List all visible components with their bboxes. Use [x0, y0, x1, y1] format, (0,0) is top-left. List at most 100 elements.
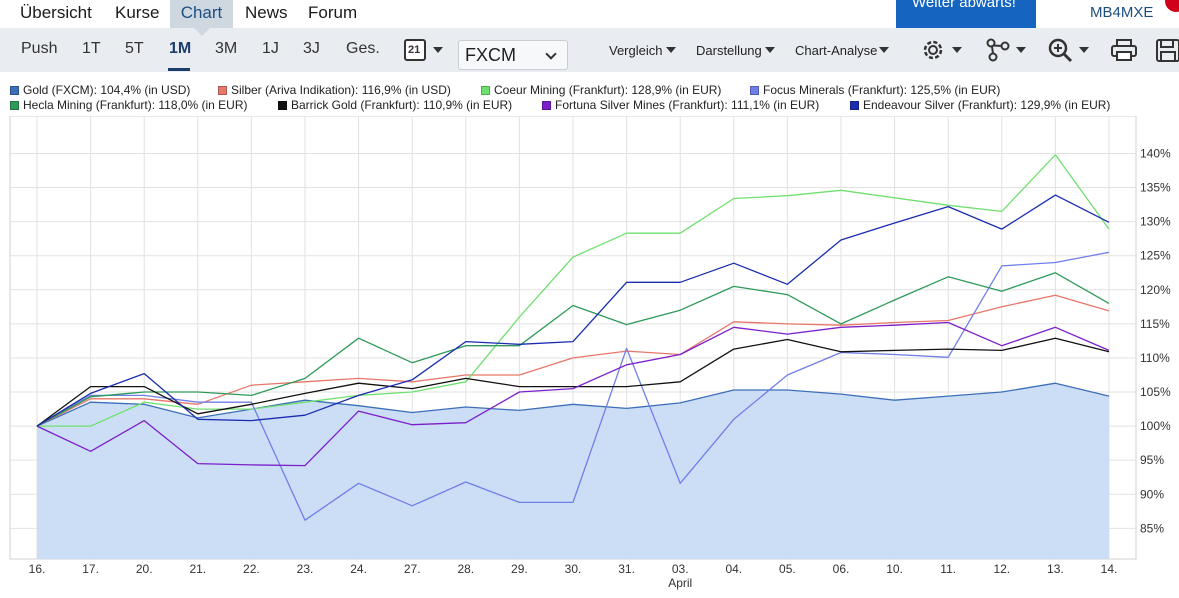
legend-swatch-barrick [278, 101, 287, 110]
series-line-focus [36, 251, 1110, 521]
x-tick-label: 27. [404, 562, 421, 576]
x-tick-label: 21. [189, 562, 206, 576]
x-tick-label: 04. [725, 562, 742, 576]
legend-label-fortuna: Fortuna Silver Mines (Frankfurt): 111,1%… [555, 98, 820, 112]
range-1t[interactable]: 1T [82, 40, 101, 57]
tab-kurse[interactable]: Kurse [115, 3, 160, 22]
legend-item-focus[interactable]: Focus Minerals (Frankfurt): 125,5% (in E… [750, 83, 1000, 97]
legend-swatch-silber [218, 86, 227, 95]
x-tick-label: 22. [243, 562, 260, 576]
chart-svg[interactable]: 85% 90% 95% 100% 105% 110% 115% 120% 125% 130% 135… [0, 115, 1179, 593]
y-tick-label: 120% [1140, 283, 1171, 297]
month-label: April [668, 576, 692, 590]
menu-darstellung-label: Darstellung [696, 43, 762, 58]
calendar-day: 21 [408, 44, 421, 56]
x-tick-label: 20. [136, 562, 153, 576]
menu-chart-analyse[interactable]: Chart-Analyse [795, 43, 877, 58]
x-tick-label: 06. [833, 562, 850, 576]
range-push[interactable]: Push [21, 40, 58, 57]
chart-area-layer [37, 383, 1109, 559]
legend-swatch-hecla [10, 101, 19, 110]
x-tick-label: 12. [993, 562, 1010, 576]
series-line-fortuna [36, 321, 1110, 467]
y-tick-label: 125% [1140, 249, 1171, 263]
series-line-silber [36, 294, 1110, 427]
tab-forum[interactable]: Forum [308, 3, 358, 22]
x-tick-label: 23. [297, 562, 314, 576]
legend-label-endeavour: Endeavour Silver (Frankfurt): 129,9% (in… [863, 98, 1111, 112]
series-line-hecla [36, 272, 1110, 427]
y-tick-label: 135% [1140, 181, 1171, 195]
x-tick-label: 16. [29, 562, 46, 576]
tab-uebersicht[interactable]: Übersicht [20, 3, 92, 22]
range-3m[interactable]: 3M [215, 40, 238, 57]
x-tick-label: 28. [457, 562, 474, 576]
legend-swatch-focus [750, 86, 759, 95]
settings-caret-icon[interactable] [952, 47, 962, 53]
legend-item-barrick[interactable]: Barrick Gold (Frankfurt): 110,9% (in EUR… [278, 98, 512, 112]
price-chart[interactable]: 85% 90% 95% 100% 105% 110% 115% 120% 125% 130% 135… [0, 115, 1179, 593]
chart-legend: Gold (FXCM): 104,4% (in USD) Silber (Ari… [0, 82, 1179, 116]
notification-dot[interactable] [1165, 0, 1179, 12]
x-tick-label: 14. [1101, 562, 1118, 576]
chart-toolbar: Push 1T 5T 1M 3M 1J 3J Ges. 21 FXCM Verg… [0, 28, 1179, 72]
settings-icon[interactable] [920, 37, 946, 63]
tab-news[interactable]: News [245, 3, 288, 22]
menu-darstellung[interactable]: Darstellung [696, 43, 762, 58]
x-tick-label: 24. [350, 562, 367, 576]
legend-label-focus: Focus Minerals (Frankfurt): 125,5% (in E… [763, 83, 1001, 97]
legend-item-fortuna[interactable]: Fortuna Silver Mines (Frankfurt): 111,1%… [542, 98, 819, 112]
y-tick-label: 110% [1140, 351, 1170, 365]
legend-item-coeur[interactable]: Coeur Mining (Frankfurt): 128,9% (in EUR… [481, 83, 721, 97]
range-1j[interactable]: 1J [262, 40, 279, 57]
legend-swatch-endeavour [850, 101, 859, 110]
legend-label-coeur: Coeur Mining (Frankfurt): 128,9% (in EUR… [494, 83, 722, 97]
range-1m[interactable]: 1M [169, 40, 192, 57]
exchange-select[interactable]: FXCM [458, 40, 568, 70]
legend-item-hecla[interactable]: Hecla Mining (Frankfurt): 118,0% (in EUR… [10, 98, 248, 112]
y-tick-label: 140% [1140, 146, 1171, 160]
vergleich-caret-icon [666, 47, 676, 53]
range-5t[interactable]: 5T [125, 40, 144, 57]
active-range-underline [168, 68, 190, 71]
legend-item-gold[interactable]: Gold (FXCM): 104,4% (in USD) [10, 83, 190, 97]
active-tab-indicator [194, 28, 210, 36]
menu-chart-analyse-label: Chart-Analyse [795, 43, 878, 58]
y-tick-label: 100% [1140, 419, 1171, 433]
indicators-caret-icon[interactable] [1016, 47, 1026, 53]
save-icon[interactable] [1155, 37, 1179, 63]
x-tick-label: 05. [779, 562, 796, 576]
tab-chart[interactable]: Chart [170, 0, 233, 28]
x-tick-label: 17. [82, 562, 99, 576]
y-tick-label: 105% [1140, 385, 1171, 399]
zoom-icon[interactable] [1047, 37, 1073, 63]
y-tick-label: 85% [1140, 521, 1164, 535]
print-icon[interactable] [1110, 37, 1138, 63]
range-3j[interactable]: 3J [303, 40, 320, 57]
wkn-box: MB4MXE [1040, 0, 1179, 28]
menu-vergleich[interactable]: Vergleich [609, 43, 662, 58]
y-tick-label: 95% [1140, 453, 1164, 467]
legend-item-silber[interactable]: Silber (Ariva Indikation): 116,9% (in US… [218, 83, 451, 97]
y-tick-label: 90% [1140, 487, 1164, 501]
top-navigation: Übersicht Kurse Chart News Forum Weiter … [0, 0, 1179, 36]
legend-label-barrick: Barrick Gold (Frankfurt): 110,9% (in EUR… [291, 98, 513, 112]
legend-swatch-fortuna [542, 101, 551, 110]
wkn-label: MB4MXE [1090, 4, 1154, 21]
calendar-icon[interactable]: 21 [404, 39, 426, 61]
series-line-endeavour [36, 194, 1110, 427]
legend-item-endeavour[interactable]: Endeavour Silver (Frankfurt): 129,9% (in… [850, 98, 1110, 112]
x-tick-label: 31. [618, 562, 635, 576]
y-tick-label: 115% [1140, 317, 1170, 331]
x-tick-label: 29. [511, 562, 528, 576]
promo-banner[interactable]: Weiter abwärts! [896, 0, 1036, 28]
legend-swatch-coeur [481, 86, 490, 95]
chart-axis-layer: 85% 90% 95% 100% 105% 110% 115% 120% 125% 130% 135… [29, 146, 1171, 590]
indicators-icon[interactable] [985, 37, 1011, 63]
legend-swatch-gold [10, 86, 19, 95]
series-line-coeur [37, 154, 1110, 427]
x-tick-label: 03. [672, 562, 689, 576]
zoom-caret-icon[interactable] [1079, 47, 1089, 53]
range-ges[interactable]: Ges. [346, 40, 380, 57]
calendar-caret-icon[interactable] [433, 47, 443, 53]
